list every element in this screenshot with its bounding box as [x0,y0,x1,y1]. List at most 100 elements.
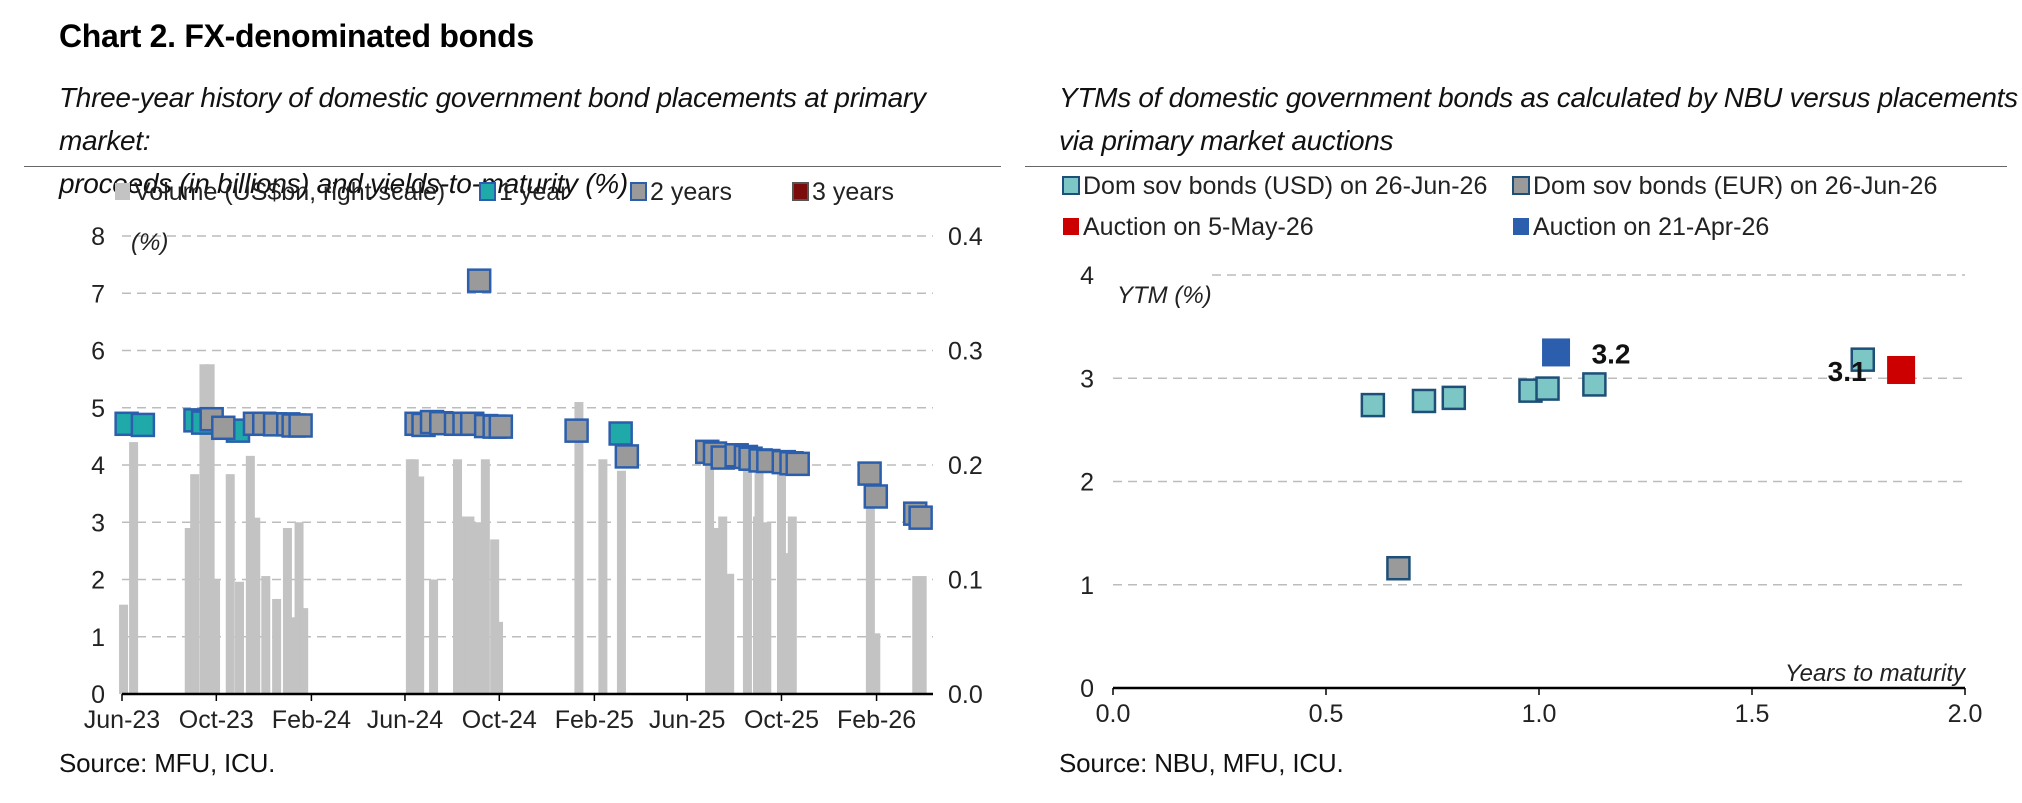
usd-bond-marker [1411,388,1437,414]
right-x-tick-label: 2.0 [1948,700,1983,728]
right-y-tick-label: 0 [1080,675,1094,703]
left-subtitle-line-2: proceeds (in billions) and yields-to-mat… [59,168,628,199]
left-legend-swatch [479,182,496,201]
left-y-tick-label: 3 [91,509,105,537]
right-legend-label: Dom sov bonds (EUR) on 26-Jun-26 [1533,172,1937,200]
volume-bar [294,522,304,694]
volume-bar [282,527,292,694]
volume-bar [490,539,500,694]
volume-bar [616,470,626,694]
right-chart-subtitle: YTMs of domestic government bonds as cal… [1059,76,2019,162]
right-y-tick-label: 1 [1080,572,1094,600]
volume-bar [494,621,504,694]
volume-bar [205,364,215,694]
one-year-marker [608,421,633,446]
two-year-marker [614,444,640,469]
left-y-tick-label: 1 [91,624,105,652]
volume-bar [762,522,772,694]
left-y-tick-label: 5 [91,395,105,423]
volume-bar [754,453,764,694]
volume-bar [480,459,490,694]
volume-bar [787,516,797,694]
volume-bar [917,576,927,694]
left-legend-label: 3 years [812,178,894,206]
volume-bar [184,527,194,694]
right-x-axis-label: Years to maturity [1785,660,1967,687]
left-x-tick-label: Jun-25 [649,706,725,734]
usd-bond-marker [1582,372,1607,397]
auction-may-data-label: 3.1 [1828,356,1867,387]
left-y2-tick-label: 0.4 [948,223,983,251]
left-legend-swatch [630,182,647,201]
volume-bar [409,459,419,694]
left-y2-tick-label: 0.3 [948,338,983,366]
right-x-tick-label: 1.5 [1735,700,1770,728]
volume-bar [415,476,425,694]
left-x-tick-label: Jun-24 [367,706,444,734]
two-year-marker [863,484,889,509]
right-header-divider [1025,166,2007,167]
volume-bar [725,573,735,694]
volume-bar [190,474,200,694]
left-y-tick-label: 4 [91,452,105,480]
two-year-marker [488,414,514,439]
volume-bar [742,453,752,694]
left-x-tick-label: Oct-25 [744,706,819,734]
volume-bar [299,608,309,694]
right-legend-label: Auction on 5-May-26 [1083,213,1314,241]
left-y-tick-label: 6 [91,338,105,366]
eur-bond-marker [1386,555,1411,581]
left-subtitle-line-1: Three-year history of domestic governmen… [59,82,926,156]
volume-bar [119,604,129,694]
left-x-tick-label: Feb-26 [837,706,916,734]
left-legend-swatch [792,182,809,201]
right-x-tick-label: 1.0 [1522,700,1557,728]
right-legend-label: Dom sov bonds (USD) on 26-Jun-26 [1083,172,1487,200]
volume-bar [453,459,463,694]
right-chart-source: Source: NBU, MFU, ICU. [1059,748,1344,778]
volume-bar [465,516,475,694]
volume-bar [245,455,255,694]
auction-apr-data-label: 3.2 [1592,338,1631,369]
left-legend-label: 2 years [650,178,732,206]
volume-bar [429,579,439,694]
usd-bond-marker [1360,392,1386,418]
volume-bar [199,364,209,694]
right-x-tick-label: 0.0 [1096,700,1131,728]
right-legend-swatch [1063,218,1079,235]
usd-bond-marker [1535,376,1560,401]
left-x-tick-label: Oct-23 [179,706,254,734]
right-y-tick-label: 3 [1080,365,1094,393]
two-year-marker [908,505,933,530]
volume-bar [473,522,483,694]
volume-bar [865,470,875,694]
left-y2-tick-label: 0.0 [948,681,983,709]
volume-bar [251,517,261,694]
volume-bar [286,617,296,694]
one-year-marker [130,412,156,438]
volume-bar [458,516,468,694]
left-legend-label: 1 year [499,178,568,206]
left-x-tick-label: Feb-25 [555,706,634,734]
left-y-tick-label: 8 [91,223,105,251]
right-legend-swatch [1062,176,1080,195]
right-subtitle-line-1: YTMs of domestic government bonds as cal… [1059,82,2018,113]
volume-bar [211,579,221,694]
right-legend-label: Auction on 21-Apr-26 [1533,213,1769,241]
volume-bar [598,459,608,694]
auction-apr-marker [1542,338,1571,367]
left-x-tick-label: Jun-23 [84,706,160,734]
right-y-tick-label: 4 [1080,262,1094,290]
page-title: Chart 2. FX-denominated bonds [59,18,534,54]
volume-bar [718,516,728,694]
left-chart-source: Source: MFU, ICU. [59,748,276,778]
volume-bar [782,553,792,694]
left-legend-swatch [115,183,130,200]
left-y-axis-label: (%) [131,229,168,256]
two-year-marker [564,418,589,443]
volume-bar [912,576,922,694]
volume-bar [710,527,720,694]
right-legend-swatch [1513,218,1529,235]
usd-bond-marker [1441,385,1467,411]
